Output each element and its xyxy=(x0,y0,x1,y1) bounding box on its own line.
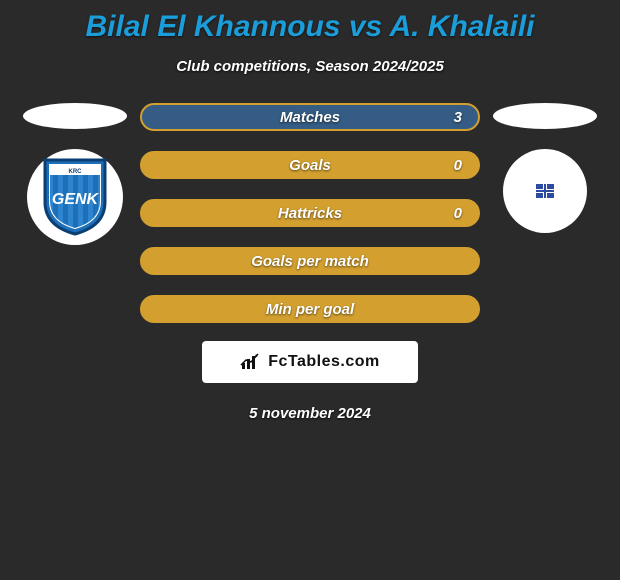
branding-text: FcTables.com xyxy=(268,353,380,371)
player-right-avatar xyxy=(493,103,597,129)
stat-value-right: 0 xyxy=(454,205,462,222)
svg-text:GENK: GENK xyxy=(52,191,100,208)
chart-icon xyxy=(240,353,262,371)
main-row: KRC GENK Matches 3 Goals 0 Hattricks 0 Goals p… xyxy=(0,103,620,323)
stat-value-right: 0 xyxy=(454,157,462,174)
stat-row: Goals per match xyxy=(140,247,480,275)
flag-icon xyxy=(536,184,554,198)
player-left-column: KRC GENK xyxy=(20,103,130,245)
stat-label: Goals xyxy=(289,157,331,174)
stat-row: Matches 3 xyxy=(140,103,480,131)
stat-label: Min per goal xyxy=(266,301,354,318)
player-left-avatar xyxy=(23,103,127,129)
page-title: Bilal El Khannous vs A. Khalaili xyxy=(0,10,620,44)
stat-row: Goals 0 xyxy=(140,151,480,179)
svg-text:KRC: KRC xyxy=(69,169,83,175)
branding-box[interactable]: FcTables.com xyxy=(202,341,418,383)
player-right-column xyxy=(490,103,600,233)
date-label: 5 november 2024 xyxy=(0,405,620,422)
stat-label: Goals per match xyxy=(251,253,369,270)
page-subtitle: Club competitions, Season 2024/2025 xyxy=(0,58,620,75)
stat-row: Hattricks 0 xyxy=(140,199,480,227)
stat-row: Min per goal xyxy=(140,295,480,323)
genk-shield-icon: KRC GENK xyxy=(43,158,107,236)
stat-label: Matches xyxy=(280,109,340,126)
comparison-card: Bilal El Khannous vs A. Khalaili Club co… xyxy=(0,0,620,422)
stat-value-right: 3 xyxy=(454,109,462,126)
player-right-club-badge xyxy=(503,149,587,233)
stats-column: Matches 3 Goals 0 Hattricks 0 Goals per match M… xyxy=(140,103,480,323)
player-left-club-badge: KRC GENK xyxy=(27,149,123,245)
stat-label: Hattricks xyxy=(278,205,342,222)
